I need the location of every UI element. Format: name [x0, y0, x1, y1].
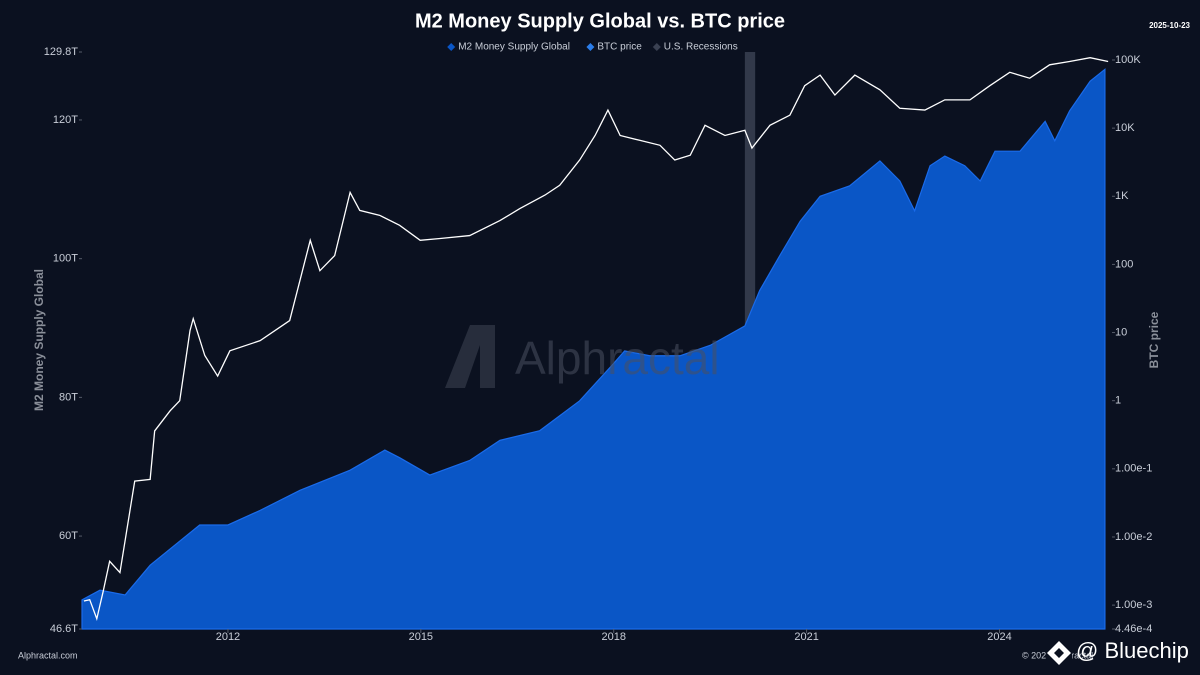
y2-tick-label: 4.46e-4 [1115, 623, 1152, 635]
legend-marker [447, 43, 456, 51]
btc-line [83, 57, 1109, 622]
legend-label: U.S. Recessions [664, 42, 738, 53]
y2-tick-label: 10 [1115, 326, 1127, 338]
y-tick-label: 80T [59, 391, 78, 403]
y2-tick-label: 10K [1115, 122, 1135, 134]
legend-label: M2 Money Supply Global [458, 42, 570, 53]
y2-tick-label: 1K [1115, 190, 1129, 202]
chart-title: M2 Money Supply Global vs. BTC price [415, 10, 785, 32]
y-tick-label: 129.8T [44, 46, 79, 58]
y-tick-label: 120T [53, 114, 78, 126]
x-tick-label: 2015 [409, 631, 433, 643]
footer-source: Alphractal.com [18, 650, 78, 660]
y2-tick-label: 100K [1115, 54, 1141, 66]
y-tick-label: 60T [59, 530, 78, 542]
watermark: Alphractal [515, 332, 720, 384]
y-tick-label: 46.6T [50, 623, 78, 635]
legend: M2 Money Supply Global BTC price U.S. Rece… [447, 42, 738, 53]
m2-area [81, 68, 1106, 630]
y2-tick-label: 1.00e-3 [1115, 599, 1152, 611]
watermark-logo [445, 325, 495, 388]
y2-tick-label: 1.00e-1 [1115, 463, 1152, 475]
y-axis-title: M2 Money Supply Global [32, 269, 46, 411]
x-tick-label: 2018 [601, 631, 625, 643]
legend-marker [586, 43, 595, 51]
y2-tick-label: 100 [1115, 258, 1133, 270]
plot-area [81, 52, 1109, 630]
y2-tick-label: 1.00e-2 [1115, 531, 1152, 543]
legend-marker [652, 43, 661, 51]
x-tick-label: 2012 [216, 631, 240, 643]
legend-label: BTC price [597, 42, 642, 53]
y2-tick-label: 1 [1115, 395, 1121, 407]
y2-axis-title: BTC price [1147, 311, 1161, 368]
x-tick-label: 2024 [987, 631, 1011, 643]
y-tick-label: 100T [53, 253, 78, 265]
overlay-logo [1046, 640, 1072, 666]
overlay-text: @ Bluechip [1076, 638, 1189, 663]
x-tick-label: 2021 [794, 631, 818, 643]
date: 2025-10-23 [1149, 21, 1190, 30]
